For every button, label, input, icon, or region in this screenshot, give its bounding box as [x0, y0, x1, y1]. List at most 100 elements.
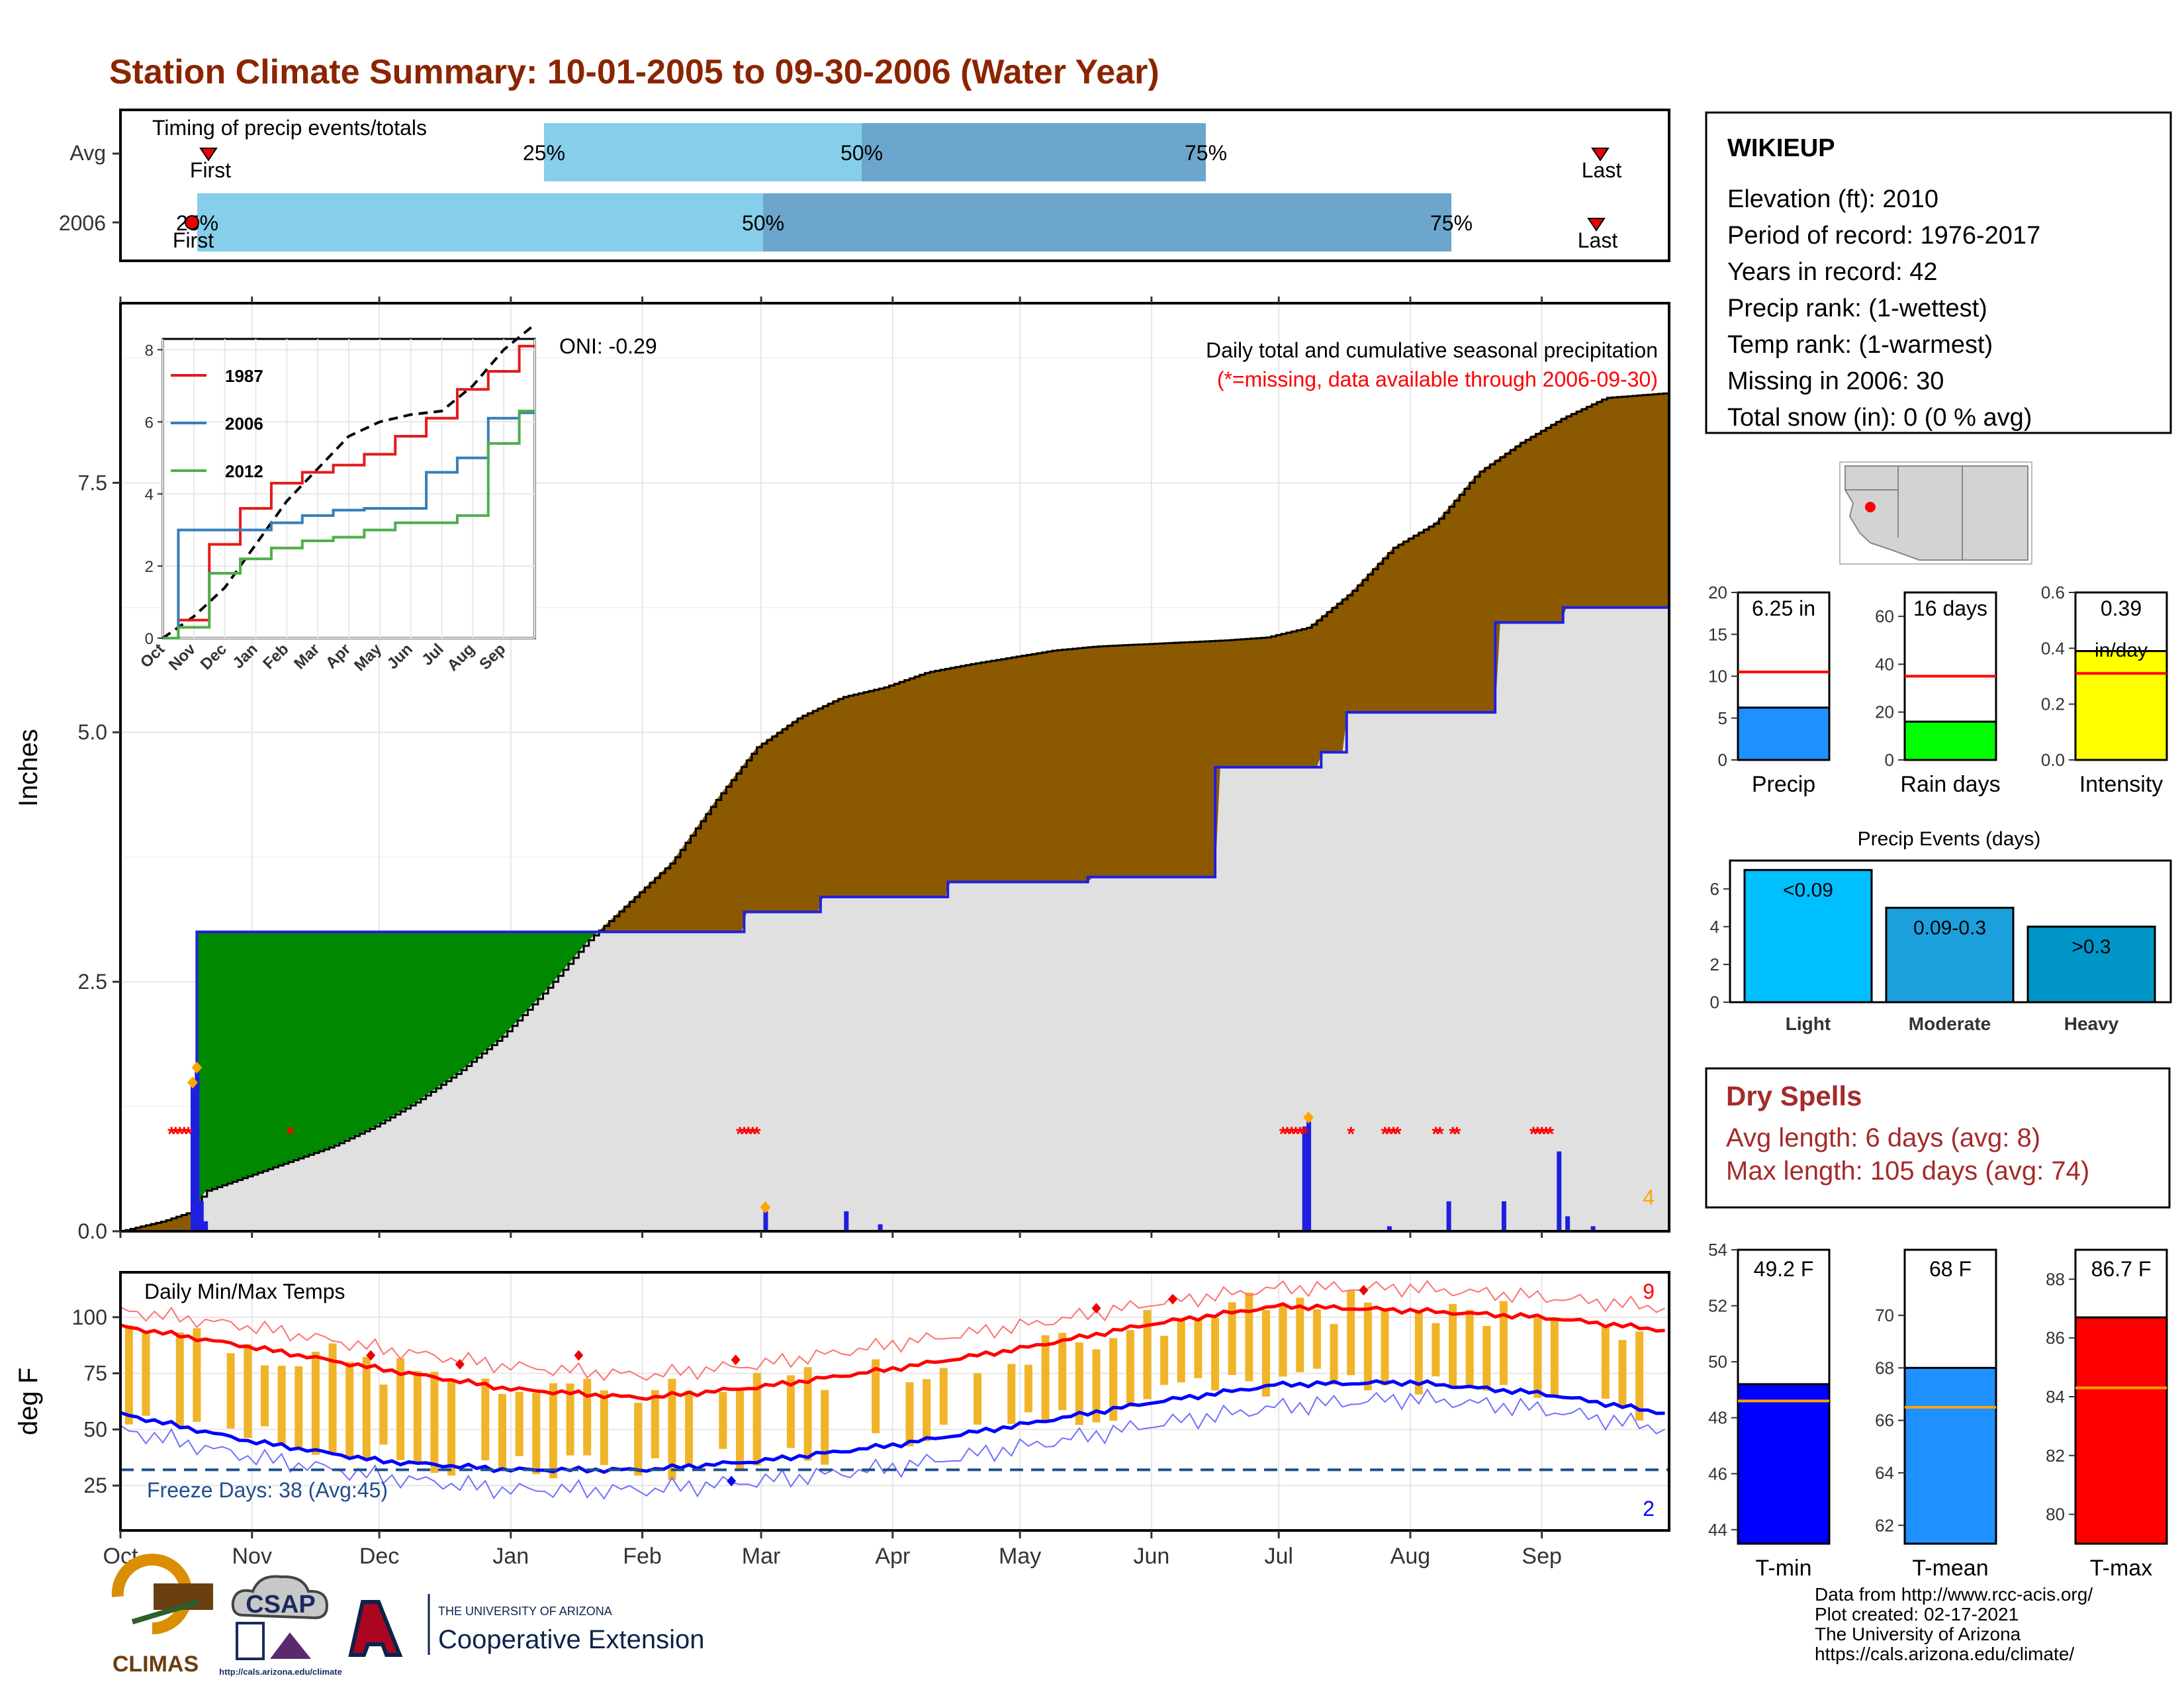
timing-row-avg: Avg	[69, 141, 106, 165]
daily-temp-range-bar	[532, 1393, 541, 1474]
daily-temp-range-bar	[328, 1343, 337, 1452]
freeze-days-label: Freeze Days: 38 (Avg:45)	[147, 1478, 388, 1502]
missing-marker: *	[171, 1123, 179, 1145]
missing-marker: *	[180, 1123, 188, 1145]
temp-summary-ytick-label: 64	[1875, 1463, 1894, 1483]
corner-count: 4	[1643, 1186, 1655, 1209]
missing-marker: *	[749, 1123, 756, 1145]
station-line: Temp rank: (1-warmest)	[1727, 331, 1993, 359]
missing-marker: *	[753, 1123, 761, 1145]
record-min-line	[120, 1388, 1666, 1500]
cumulative-area	[120, 607, 1669, 1231]
missing-marker: *	[1542, 1123, 1550, 1145]
summary-label: Rain days	[1900, 772, 2000, 797]
timing-avg-first-label: First	[190, 158, 231, 182]
month-label: Mar	[742, 1544, 781, 1569]
event-category-label: Moderate	[1909, 1013, 1991, 1034]
missing-note: (*=missing, data available through 2006-…	[1217, 367, 1658, 391]
daily-temp-range-bar	[1432, 1323, 1440, 1377]
record-low-marker	[727, 1476, 737, 1487]
daily-temp-range-bar	[362, 1356, 371, 1461]
inset-legend-label: 2012	[225, 461, 263, 481]
missing-marker: *	[167, 1123, 175, 1145]
missing-marker: *	[1381, 1123, 1389, 1145]
summary-ytick-label: 0	[1885, 750, 1894, 770]
main-ylabel: Inches	[14, 729, 43, 807]
event-category-label: Light	[1786, 1013, 1831, 1034]
average-cumulative-line	[120, 392, 1670, 1233]
csap-logo: CSAP http://cals.arizona.edu/climate	[219, 1575, 342, 1677]
locator-map	[1839, 461, 2032, 565]
daily-precip-bar	[1557, 1151, 1562, 1231]
daily-temp-range-bar	[1109, 1338, 1118, 1421]
record-high-marker	[731, 1354, 741, 1366]
temp-ytick-label: 75	[83, 1362, 107, 1385]
timing-avg-last-marker	[1591, 148, 1610, 162]
daily-temp-range-bar	[1194, 1319, 1203, 1378]
daily-precip-bar	[763, 1211, 768, 1231]
temp-summary-bar	[2074, 1316, 2168, 1545]
csap-wordmark: CSAP	[246, 1591, 316, 1618]
daily-temp-range-bar	[1245, 1292, 1253, 1382]
temp-summary-ytick-label: 86	[2046, 1328, 2065, 1348]
station-location-marker	[1865, 502, 1876, 512]
summary-ytick-label: 60	[1875, 606, 1894, 626]
main-ytick-label: 2.5	[78, 970, 107, 994]
timing-avg-last-label: Last	[1582, 158, 1622, 182]
event-marker	[187, 1076, 198, 1089]
missing-marker: *	[745, 1123, 752, 1145]
daily-temp-range-bar	[786, 1375, 795, 1448]
daily-temp-range-bar	[1075, 1342, 1083, 1425]
summary-value: 0.39	[2101, 596, 2142, 620]
daily-temp-range-bar	[1261, 1309, 1270, 1397]
timing-title: Timing of precip events/totals	[152, 116, 427, 140]
daily-temp-range-bar	[1449, 1303, 1457, 1389]
dry-spells-avg: Avg length: 6 days (avg: 8)	[1726, 1123, 2040, 1152]
daily-temp-range-bar	[1177, 1319, 1185, 1383]
daily-temp-range-bar	[566, 1383, 574, 1456]
ua-name: THE UNIVERSITY OF ARIZONA	[438, 1605, 612, 1618]
temp-summary-ytick-label: 46	[1708, 1464, 1727, 1483]
daily-temp-range-bar	[1330, 1324, 1338, 1385]
daily-precip-bar	[878, 1224, 883, 1231]
temp-summary-label: T-max	[2090, 1556, 2152, 1581]
inset-average-line	[161, 323, 536, 639]
dry-spells-title: Dry Spells	[1726, 1080, 1862, 1111]
daily-temp-range-bar	[1312, 1309, 1321, 1369]
temp-summary-ytick-label: 88	[2046, 1269, 2065, 1289]
daily-precip-bar	[195, 1071, 200, 1231]
climas-logo: CLIMAS	[111, 1554, 213, 1677]
daily-precip-bar	[1446, 1201, 1451, 1231]
temp-summary-value: 49.2 F	[1754, 1257, 1814, 1281]
daily-temp-range-bar	[1058, 1333, 1067, 1411]
month-label: Feb	[623, 1544, 662, 1569]
surplus-area	[197, 931, 597, 1205]
summary-unit: in/day	[2095, 639, 2148, 661]
timing-2006-q1-bar	[197, 193, 763, 252]
timing-2006-first-marker	[185, 215, 199, 230]
summary-ytick-label: 0.4	[2041, 638, 2065, 658]
csap-url: http://cals.arizona.edu/climate	[219, 1667, 342, 1677]
daily-temp-range-bar	[447, 1382, 456, 1476]
temp-title: Daily Min/Max Temps	[144, 1280, 345, 1303]
inset-series-line	[163, 344, 535, 639]
missing-marker: *	[287, 1123, 295, 1145]
timing-avg-p75: 75%	[1185, 141, 1227, 165]
inset-legend-label: 2006	[225, 414, 263, 434]
main-ytick-label: 7.5	[78, 471, 107, 494]
dry-spells-box: Dry Spells Avg length: 6 days (avg: 8) M…	[1705, 1067, 2171, 1209]
avg-min-temp-line	[120, 1379, 1665, 1474]
events-ytick-label: 0	[1710, 992, 1719, 1012]
month-label: Dec	[359, 1544, 399, 1569]
events-ytick-label: 2	[1710, 955, 1719, 974]
timing-2006-first-label: First	[173, 228, 214, 252]
temp-summary-ytick-label: 80	[2046, 1505, 2065, 1524]
daily-temp-range-bar	[923, 1379, 931, 1442]
summary-label: Intensity	[2079, 772, 2163, 797]
summary-value: 16 days	[1913, 596, 1987, 620]
climas-wordmark: CLIMAS	[113, 1652, 199, 1677]
daily-temp-range-bar	[1007, 1364, 1016, 1424]
temp-summary-ytick-label: 68	[1875, 1358, 1894, 1378]
precip-events-chart: Precip Events (days) 0 2 4 6 <0.09 Light 0.09-…	[1710, 828, 2172, 1034]
